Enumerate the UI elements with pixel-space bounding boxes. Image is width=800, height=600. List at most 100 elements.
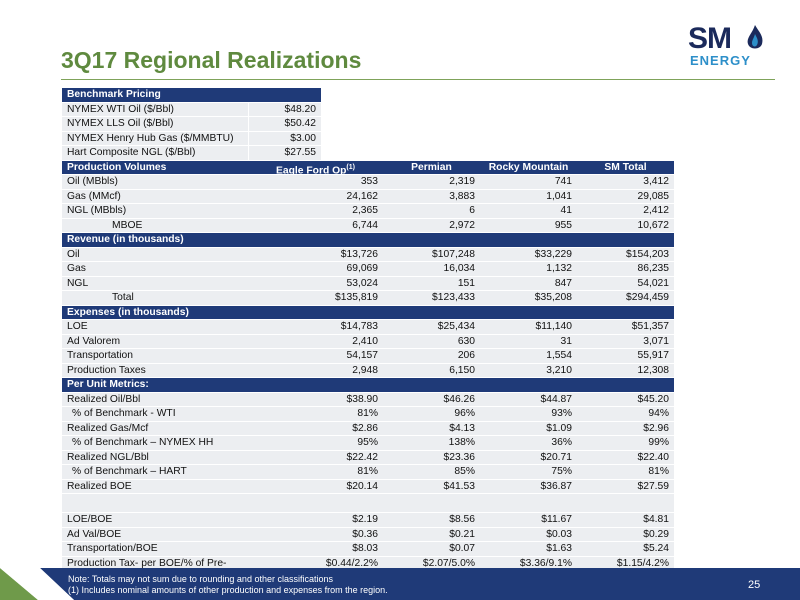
cell-value: 93% <box>480 407 577 421</box>
cell-value: $46.26 <box>383 392 480 406</box>
cell-value: 1,041 <box>480 189 577 203</box>
benchmark-label: NYMEX WTI Oil ($/Bbl) <box>62 102 248 116</box>
cell-value: 2,410 <box>248 334 383 348</box>
cell-value: $22.40 <box>577 450 674 464</box>
cell-value: $20.14 <box>248 479 383 493</box>
cell-value: 16,034 <box>383 262 480 276</box>
cell-value: 1,132 <box>480 262 577 276</box>
cell-value: $1.63 <box>480 542 577 556</box>
table-row: Oil (MBbls) 353 2,319 741 3,412 <box>62 175 674 190</box>
table-row: Oil $13,726 $107,248 $33,229 $154,203 <box>62 247 674 262</box>
cell-value: $294,459 <box>577 291 674 305</box>
cell-value: 3,883 <box>383 189 480 203</box>
cell-value: 6,744 <box>248 218 383 232</box>
row-label: Oil (MBbls) <box>62 175 248 189</box>
revenue-header-row: Revenue (in thousands) <box>62 233 674 248</box>
table-row: Transportation/BOE $8.03 $0.07 $1.63 $5.24 <box>62 542 674 557</box>
table-row: Ad Val/BOE $0.36 $0.21 $0.03 $0.29 <box>62 527 674 542</box>
cell-value: 2,412 <box>577 204 674 218</box>
row-label: Transportation/BOE <box>62 542 248 556</box>
row-label: Realized NGL/Bbl <box>62 450 248 464</box>
row-label: % of Benchmark – HART <box>62 465 248 479</box>
col-sm-total: SM Total <box>577 160 674 174</box>
row-label: Total <box>62 291 248 305</box>
cell-value: 24,162 <box>248 189 383 203</box>
row-label: Oil <box>62 247 248 261</box>
row-label: Production Taxes <box>62 363 248 377</box>
logo-text-energy: ENERGY <box>690 53 751 68</box>
benchmark-label: NYMEX Henry Hub Gas ($/MMBTU) <box>62 131 248 145</box>
row-label: Ad Valorem <box>62 334 248 348</box>
table-row: Gas 69,069 16,034 1,132 86,235 <box>62 262 674 277</box>
col-rocky-mountain: Rocky Mountain <box>480 160 577 174</box>
cell-value: 138% <box>383 436 480 450</box>
cell-value: 29,085 <box>577 189 674 203</box>
cell-value: $0.36 <box>248 527 383 541</box>
cell-value: $5.24 <box>577 542 674 556</box>
page-number: 25 <box>748 579 761 591</box>
cell-value: 3,071 <box>577 334 674 348</box>
cell-value: $41.53 <box>383 479 480 493</box>
footnotes: Note: Totals may not sum due to rounding… <box>68 574 388 596</box>
cell-value: $123,433 <box>383 291 480 305</box>
cell-value: $2.96 <box>577 421 674 435</box>
cell-value: 2,972 <box>383 218 480 232</box>
row-label: NGL <box>62 276 248 290</box>
footer-graphic <box>0 568 800 600</box>
cell-value: $35,208 <box>480 291 577 305</box>
table-row: Production Taxes 2,948 6,150 3,210 12,308 <box>62 363 674 378</box>
cell-value: $2.86 <box>248 421 383 435</box>
cell-value: $0.29 <box>577 527 674 541</box>
row-label: Realized BOE <box>62 479 248 493</box>
cell-value: $0.07 <box>383 542 480 556</box>
cell-value: $154,203 <box>577 247 674 261</box>
cell-value: 69,069 <box>248 262 383 276</box>
benchmark-label: Hart Composite NGL ($/Bbl) <box>62 146 248 160</box>
realizations-table: Benchmark Pricing NYMEX WTI Oil ($/Bbl) $… <box>62 88 674 597</box>
table-row: MBOE 6,744 2,972 955 10,672 <box>62 218 674 233</box>
logo-text-sm: SM <box>688 22 732 55</box>
per-unit-header: Per Unit Metrics: <box>62 378 674 392</box>
table-row: Transportation 54,157 206 1,554 55,917 <box>62 349 674 364</box>
row-label: LOE <box>62 320 248 334</box>
table-row: Ad Valorem 2,410 630 31 3,071 <box>62 334 674 349</box>
cell-value: $1.09 <box>480 421 577 435</box>
cell-value: $135,819 <box>248 291 383 305</box>
cell-value: 54,021 <box>577 276 674 290</box>
cell-value: 1,554 <box>480 349 577 363</box>
benchmark-value: $3.00 <box>248 131 321 145</box>
cell-value: 81% <box>248 465 383 479</box>
flame-icon <box>747 25 763 49</box>
footnote-1: (1) Includes nominal amounts of other pr… <box>68 585 388 595</box>
cell-value: 94% <box>577 407 674 421</box>
row-label: Realized Oil/Bbl <box>62 392 248 406</box>
cell-value: 96% <box>383 407 480 421</box>
table-row: Gas (MMcf) 24,162 3,883 1,041 29,085 <box>62 189 674 204</box>
per-unit-header-row: Per Unit Metrics: <box>62 378 674 393</box>
cell-value: 95% <box>248 436 383 450</box>
cell-value: $20.71 <box>480 450 577 464</box>
cell-value: $33,229 <box>480 247 577 261</box>
benchmark-header: Benchmark Pricing <box>62 88 321 102</box>
footnote-note: Note: Totals may not sum due to rounding… <box>68 574 333 584</box>
production-header: Production Volumes <box>62 160 248 174</box>
benchmark-row: NYMEX LLS Oil ($/Bbl) $50.42 <box>62 117 321 132</box>
cell-value: 6,150 <box>383 363 480 377</box>
col-permian: Permian <box>383 160 480 174</box>
row-label: NGL (MBbls) <box>62 204 248 218</box>
col-eagle-ford: Eagle Ford Op(1) <box>248 160 383 174</box>
cell-value: 955 <box>480 218 577 232</box>
cell-value: 41 <box>480 204 577 218</box>
row-label: % of Benchmark - WTI <box>62 407 248 421</box>
table-row: % of Benchmark - WTI 81% 96% 93% 94% <box>62 407 674 422</box>
cell-value: $51,357 <box>577 320 674 334</box>
table-row: Realized Gas/Mcf $2.86 $4.13 $1.09 $2.96 <box>62 421 674 436</box>
expenses-header-row: Expenses (in thousands) <box>62 305 674 320</box>
cell-value: 2,365 <box>248 204 383 218</box>
cell-value: $0.21 <box>383 527 480 541</box>
row-label: Ad Val/BOE <box>62 527 248 541</box>
page-title: 3Q17 Regional Realizations <box>61 47 362 73</box>
cell-value: 81% <box>577 465 674 479</box>
row-label: Gas (MMcf) <box>62 189 248 203</box>
cell-value: 2,948 <box>248 363 383 377</box>
